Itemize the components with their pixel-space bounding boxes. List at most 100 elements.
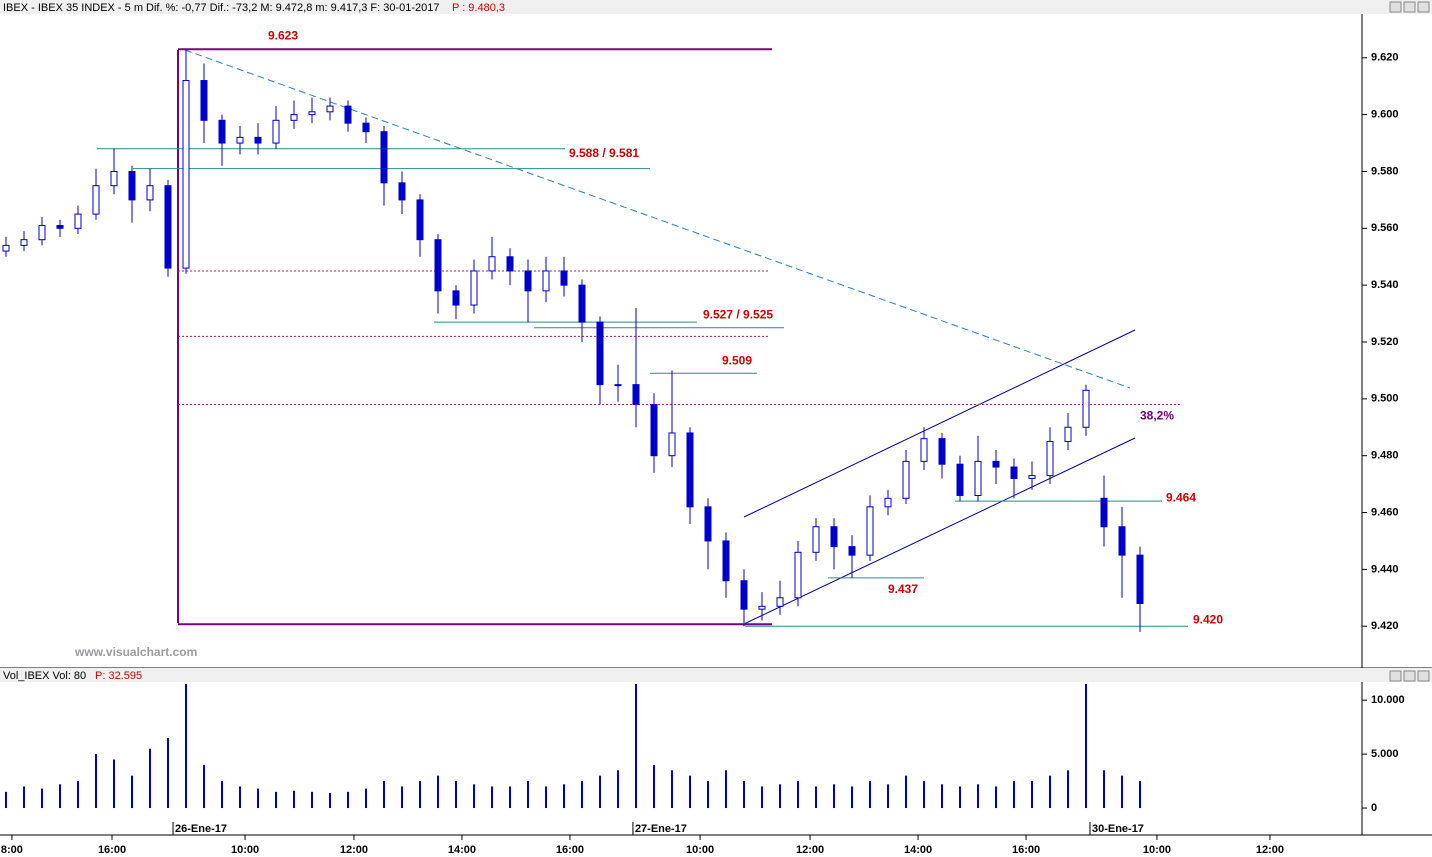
candle-body xyxy=(686,432,694,508)
window-buttons[interactable] xyxy=(1389,1,1430,682)
volume-bar xyxy=(202,764,205,809)
y-tick-label: 9.480 xyxy=(1371,450,1399,462)
y-tick-label: 0 xyxy=(1371,802,1377,814)
candle-body xyxy=(596,321,604,386)
volume-bar xyxy=(1103,770,1106,809)
volume-bar xyxy=(923,781,926,809)
volume-bar xyxy=(1139,781,1142,809)
volume-bar xyxy=(670,770,673,809)
candle-body xyxy=(254,136,262,144)
candle-body xyxy=(128,170,136,201)
volume-bar xyxy=(310,791,313,809)
candle-body xyxy=(884,497,892,508)
volume-bar xyxy=(851,786,854,809)
x-tick-label: 16:00 xyxy=(98,844,126,856)
y-tick-label: 9.580 xyxy=(1371,165,1399,177)
candle-body xyxy=(1082,389,1090,428)
button[interactable] xyxy=(1389,1,1402,13)
candle-body xyxy=(380,131,388,184)
volume-bar xyxy=(22,786,25,809)
price-level-label: 9.464 xyxy=(1166,490,1196,504)
candle-body xyxy=(218,119,226,144)
button[interactable] xyxy=(1417,670,1430,682)
x-tick-label: 8:00 xyxy=(1,844,23,856)
candle-body xyxy=(1028,475,1036,479)
volume-bar xyxy=(274,791,277,809)
button[interactable] xyxy=(1403,670,1416,682)
x-tick-label: 12:00 xyxy=(340,844,368,856)
y-tick-label: 10.000 xyxy=(1371,694,1405,706)
x-tick-label: 14:00 xyxy=(904,844,932,856)
candle-body xyxy=(236,136,244,144)
candle-body xyxy=(272,119,280,144)
volume-bar xyxy=(436,775,439,809)
volume-bar xyxy=(616,770,619,809)
date-tick-label: 27-Ene-17 xyxy=(635,823,687,835)
candle-body xyxy=(308,111,316,116)
volume-bar xyxy=(634,684,637,809)
volume-bar xyxy=(869,781,872,809)
candle-body xyxy=(524,270,532,292)
candle-body xyxy=(290,114,298,121)
volume-bar xyxy=(256,788,259,809)
volume-bar xyxy=(905,775,908,809)
volume-bar xyxy=(995,786,998,809)
candle-body xyxy=(110,170,118,187)
volume-bar xyxy=(959,786,962,809)
candle-body xyxy=(614,384,622,387)
price-level-label: 9.588 / 9.581 xyxy=(569,146,639,160)
candle-body xyxy=(1064,426,1072,442)
y-tick-label: 9.440 xyxy=(1371,563,1399,575)
volume-bar xyxy=(1085,684,1088,809)
price-level-label: 9.527 / 9.525 xyxy=(703,307,773,321)
button[interactable] xyxy=(1403,1,1416,13)
x-tick-label: 12:00 xyxy=(796,844,824,856)
volume-bar xyxy=(833,784,836,809)
volume-bar xyxy=(1067,770,1070,809)
candle-body xyxy=(200,80,208,121)
volume-bar xyxy=(220,781,223,809)
volume-bar xyxy=(166,737,169,809)
candle-body xyxy=(938,438,946,465)
volume-bar xyxy=(184,684,187,809)
button[interactable] xyxy=(1389,670,1402,682)
volume-bar xyxy=(562,784,565,809)
candle-body xyxy=(650,404,658,457)
candle-body xyxy=(758,605,766,610)
volume-bar xyxy=(346,791,349,809)
watermark: www.visualchart.com xyxy=(74,645,197,659)
candle-body xyxy=(1100,497,1108,528)
candle-body xyxy=(722,540,730,582)
y-tick-label: 9.540 xyxy=(1371,279,1399,291)
candle-body xyxy=(470,270,478,306)
y-tick-label: 9.560 xyxy=(1371,222,1399,234)
volume-bar xyxy=(364,788,367,809)
volume-bar xyxy=(779,784,782,809)
volume-bar xyxy=(544,786,547,809)
volume-title-bar xyxy=(0,668,1432,682)
candle-body xyxy=(1136,554,1144,604)
button[interactable] xyxy=(1417,1,1430,13)
volume-bar xyxy=(725,770,728,809)
candle-body xyxy=(812,526,820,553)
price-level-label: 9.420 xyxy=(1193,612,1223,626)
candle-body xyxy=(1046,440,1054,477)
volume-bar xyxy=(1121,775,1124,809)
volume-bar xyxy=(400,786,403,809)
candle-body xyxy=(578,284,586,323)
last-price: P : 9.480,3 xyxy=(452,2,505,14)
chart-title: IBEX - IBEX 35 INDEX - 5 m Dif. %: -0,77… xyxy=(3,2,440,14)
y-tick-label: 9.520 xyxy=(1371,336,1399,348)
x-tick-label: 10:00 xyxy=(1143,844,1171,856)
channel-lower xyxy=(743,437,1136,625)
y-tick-label: 9.500 xyxy=(1371,393,1399,405)
candle-body xyxy=(56,224,64,229)
volume-bar xyxy=(490,786,493,809)
volume-bar xyxy=(76,781,79,809)
volume-bar xyxy=(526,781,529,809)
volume-bar xyxy=(94,754,97,809)
candle-body xyxy=(704,506,712,542)
candle-body xyxy=(920,438,928,462)
candle-body xyxy=(38,224,46,241)
